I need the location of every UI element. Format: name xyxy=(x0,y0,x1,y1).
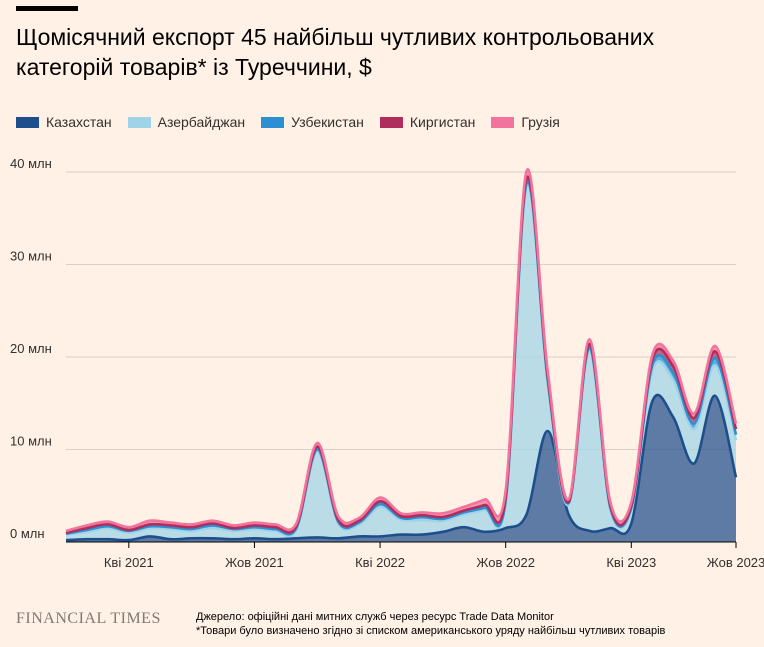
source-line: Джерело: офіційні дані митних служб чере… xyxy=(196,611,554,623)
y-tick-label: 30 млн xyxy=(10,249,52,264)
x-tick-label: Кві 2021 xyxy=(104,555,154,570)
legend-label: Узбекистан xyxy=(291,114,364,130)
legend-label: Грузія xyxy=(521,114,560,130)
legend-swatch xyxy=(16,116,39,128)
chart-title: Щомісячний експорт 45 найбільш чутливих … xyxy=(16,24,655,80)
y-tick-label: 0 млн xyxy=(10,526,45,541)
legend-swatch xyxy=(127,116,151,128)
source-note: Джерело: офіційні дані митних служб чере… xyxy=(196,610,665,638)
legend: Казахстан Азербайджан Узбекистан Киргистан Г… xyxy=(16,114,560,130)
legend-label: Киргистан xyxy=(409,114,476,130)
y-tick-label: 40 млн xyxy=(10,156,52,171)
legend-item: Узбекистан xyxy=(261,114,364,130)
x-tick-label: Кві 2023 xyxy=(606,555,656,570)
legend-item: Казахстан xyxy=(16,114,112,130)
x-tick-label: Жов 2023 xyxy=(707,555,764,570)
x-tick-label: Жов 2022 xyxy=(476,555,535,570)
legend-swatch xyxy=(261,116,285,128)
brand-logo: FINANCIAL TIMES xyxy=(16,610,161,627)
y-tick-label: 20 млн xyxy=(10,341,52,356)
legend-item: Грузія xyxy=(491,114,560,130)
brand-bar xyxy=(16,6,78,11)
legend-item: Азербайджан xyxy=(127,114,246,130)
x-tick-label: Жов 2021 xyxy=(225,555,284,570)
legend-label: Азербайджан xyxy=(157,114,246,130)
line-georgia xyxy=(65,168,738,533)
y-tick-label: 10 млн xyxy=(10,434,52,449)
legend-label: Казахстан xyxy=(46,114,112,130)
area-kazakhstan xyxy=(66,394,736,542)
legend-item: Киргистан xyxy=(379,114,476,130)
area-chart: 0 млн 10 млн 20 млн 30 млн 40 млн Кві 2021 Жов… xyxy=(10,156,764,570)
x-tick-label: Кві 2022 xyxy=(355,555,405,570)
legend-swatch xyxy=(491,116,515,128)
line-kazakhstan xyxy=(65,393,738,542)
legend-swatch xyxy=(379,116,403,128)
footnote-line: *Товари було визначено згідно зі списком… xyxy=(196,625,666,637)
